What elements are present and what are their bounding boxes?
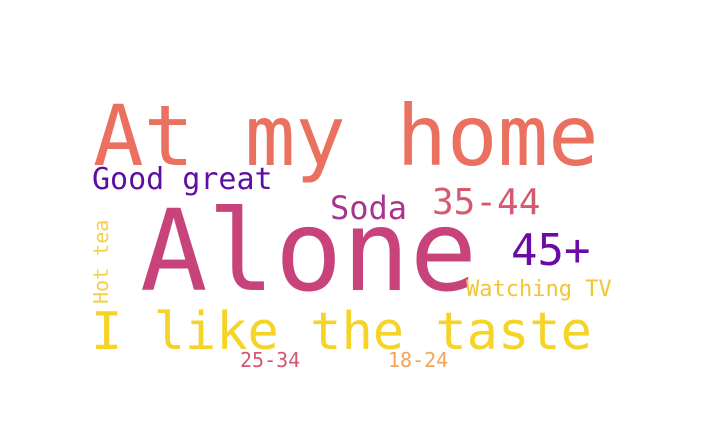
word-hot-tea: Hot tea — [89, 219, 113, 304]
word-i-like-the-taste: I like the taste — [91, 302, 592, 362]
word-18-24: 18-24 — [388, 348, 449, 372]
word-45-plus: 45+ — [511, 225, 591, 276]
word-good-great: Good great — [92, 162, 273, 197]
word-25-34: 25-34 — [240, 348, 301, 372]
word-watching-tv: Watching TV — [466, 277, 612, 302]
word-alone: Alone — [140, 187, 478, 317]
word-at-my-home: At my home — [93, 87, 599, 185]
word-soda: Soda — [330, 189, 408, 227]
word-35-44: 35-44 — [432, 182, 541, 223]
